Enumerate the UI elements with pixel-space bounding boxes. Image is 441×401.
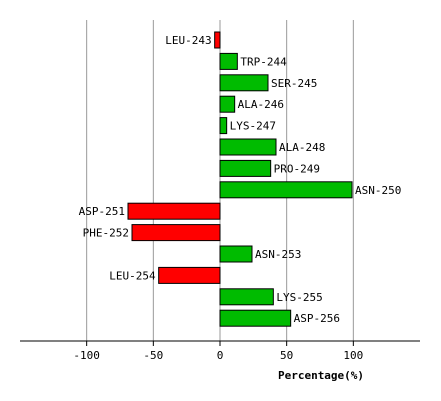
bar-asp-251 <box>127 202 221 220</box>
bar-label: ALA-246 <box>238 98 284 111</box>
x-tick-label: -100 <box>73 349 100 362</box>
bar-pro-249 <box>219 159 272 177</box>
x-tick-label: 100 <box>343 349 363 362</box>
grid-lines <box>86 20 354 341</box>
x-axis: -100 -50 0 50 100 <box>20 340 420 362</box>
x-tick-label: 50 <box>280 349 293 362</box>
x-tick-label: -50 <box>143 349 163 362</box>
bar-label: LEU-243 <box>165 34 211 47</box>
bar-ala-248 <box>219 138 277 156</box>
bar-label: PHE-252 <box>83 227 129 240</box>
bar-trp-244 <box>219 52 238 70</box>
x-axis-label: Percentage(%) <box>278 369 364 382</box>
bar-label: ASP-256 <box>294 312 340 325</box>
bar-label: LYS-255 <box>276 291 322 304</box>
bar-lys-255 <box>219 288 274 306</box>
bar-asn-250 <box>219 181 353 199</box>
bar-lys-247 <box>219 117 228 135</box>
bar-ser-245 <box>219 74 269 92</box>
bar-asn-253 <box>219 245 253 263</box>
bar-label: ASP-251 <box>79 205 125 218</box>
bar-phe-252 <box>131 224 221 242</box>
bar-asp-256 <box>219 309 292 327</box>
bars: LEU-243 TRP-244 SER-245 ALA-246 LYS-247ALA-2… <box>79 31 401 327</box>
bar-leu-243 <box>214 31 221 49</box>
bar-label: SER-245 <box>271 77 317 90</box>
bar-label: LYS-247 <box>230 120 276 133</box>
bar-leu-254 <box>158 266 221 284</box>
bar-label: ASN-250 <box>355 184 401 197</box>
bar-label: TRP-244 <box>240 55 287 68</box>
bar-label: PRO-249 <box>274 162 320 175</box>
bar-label: LEU-254 <box>109 269 156 282</box>
x-tick-label: 0 <box>217 349 224 362</box>
bar-ala-246 <box>219 95 236 113</box>
bar-label: ASN-253 <box>255 248 301 261</box>
bar-label: ALA-248 <box>279 141 325 154</box>
